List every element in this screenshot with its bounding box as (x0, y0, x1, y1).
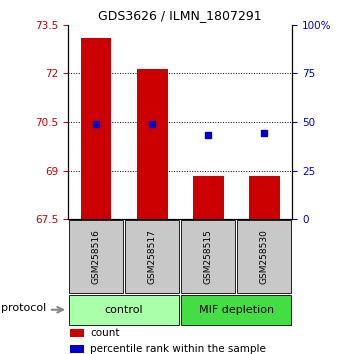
FancyBboxPatch shape (237, 220, 291, 293)
Text: count: count (90, 328, 120, 338)
Bar (137, 69, 168, 219)
Text: protocol: protocol (1, 303, 47, 313)
Bar (249, 176, 280, 219)
Bar (70, 329, 84, 337)
Text: GSM258515: GSM258515 (204, 229, 213, 284)
Text: GSM258516: GSM258516 (91, 229, 101, 284)
FancyBboxPatch shape (125, 220, 179, 293)
Text: MIF depletion: MIF depletion (199, 305, 274, 315)
FancyBboxPatch shape (69, 295, 179, 325)
Text: GSM258530: GSM258530 (260, 229, 269, 284)
Title: GDS3626 / ILMN_1807291: GDS3626 / ILMN_1807291 (98, 9, 262, 22)
FancyBboxPatch shape (181, 220, 235, 293)
Bar (81, 38, 112, 219)
Bar (193, 176, 224, 219)
Text: control: control (105, 305, 143, 315)
Text: percentile rank within the sample: percentile rank within the sample (90, 344, 266, 354)
FancyBboxPatch shape (69, 220, 123, 293)
Bar (70, 345, 84, 353)
FancyBboxPatch shape (181, 295, 291, 325)
Text: GSM258517: GSM258517 (148, 229, 157, 284)
